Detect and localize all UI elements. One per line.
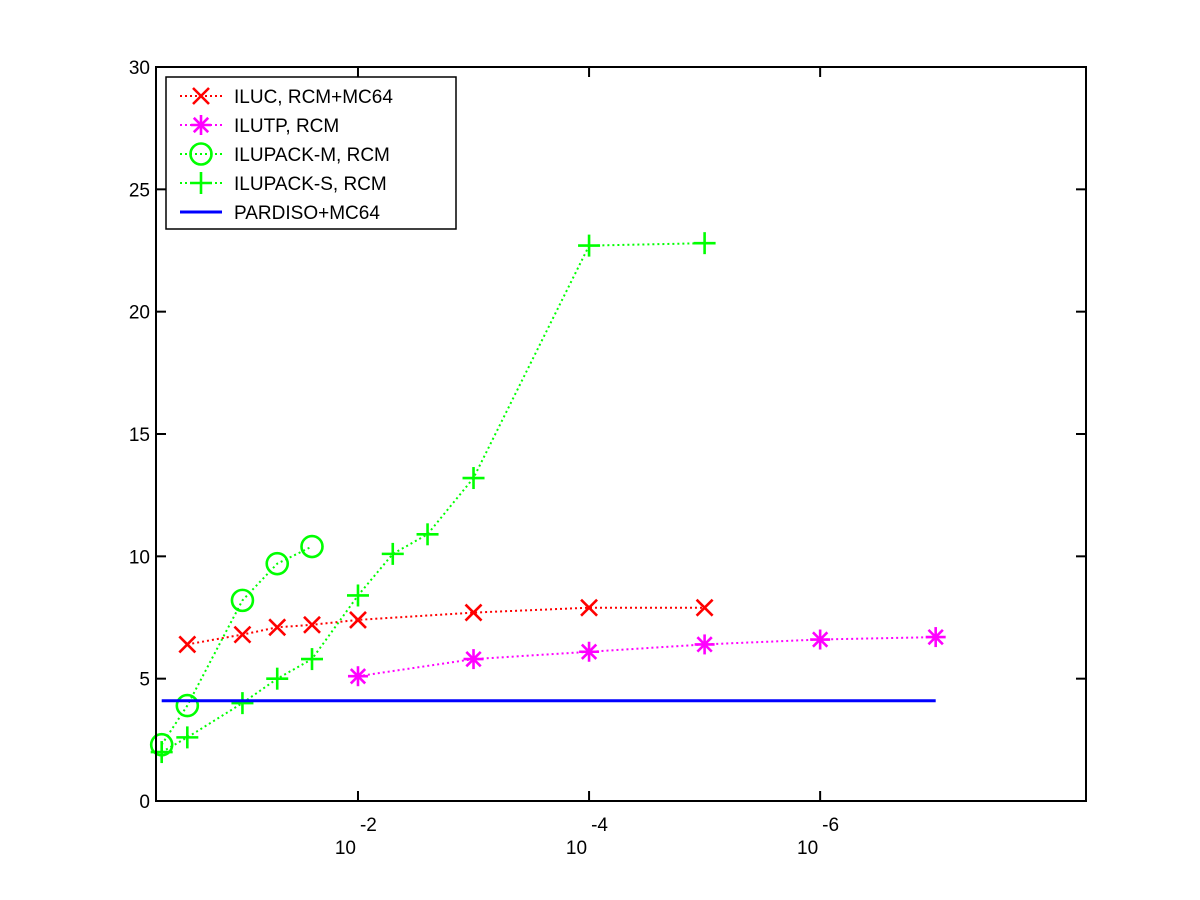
y-tick-label-5: 25 [129,180,150,201]
data-point-3-8 [462,467,485,490]
data-point-1-3 [694,634,715,655]
y-tick-label-0: 0 [139,792,150,813]
legend-item-1: ILUTP, RCM [180,115,339,137]
series-layer [149,232,946,764]
data-point-0-6 [580,598,598,617]
series-1 [347,627,946,687]
data-point-2-1 [175,693,200,718]
legend: ILUC, RCM+MC64 ILUTP, RCM ILUPACK-M, RCM IL… [165,76,457,230]
data-point-3-0 [150,741,173,764]
data-point-1-1 [463,649,484,670]
legend-marker-2 [189,142,213,166]
data-point-3-4 [301,648,324,671]
x-tick-exp-2: -6 [822,815,839,836]
legend-label-2: ILUPACK-M, RCM [234,145,390,166]
series-0 [178,598,714,654]
series-line-0 [187,606,705,646]
series-line-3 [161,242,705,753]
data-point-0-4 [349,611,367,629]
legend-item-3: ILUPACK-S, RCM [180,172,387,195]
y-tick-label-4: 20 [129,303,150,324]
data-point-0-2 [268,618,287,637]
x-tick-base-1: 10 [566,838,587,859]
data-point-3-9 [578,234,601,257]
legend-label-4: PARDISO+MC64 [234,203,380,224]
legend-item-4: PARDISO+MC64 [180,203,380,224]
data-point-0-0 [178,635,197,654]
data-point-2-2 [230,588,255,613]
data-point-0-5 [464,603,483,622]
legend-item-2: ILUPACK-M, RCM [180,142,390,166]
x-tick-base-0: 10 [335,838,356,859]
legend-label-3: ILUPACK-S, RCM [234,174,387,195]
legend-marker-0 [192,87,210,105]
y-tick-label-6: 30 [129,58,150,79]
data-point-3-6 [381,542,404,565]
series-line-1 [357,636,936,678]
series-2 [149,534,324,757]
series-line-2 [160,545,313,746]
y-tick-label-1: 5 [139,670,150,691]
data-point-0-1 [233,625,252,644]
data-point-3-2 [231,692,254,715]
y-tick-label-3: 15 [129,425,150,446]
y-tick-label-2: 10 [129,547,150,568]
x-tick-exp-0: -2 [360,815,377,836]
legend-item-0: ILUC, RCM+MC64 [180,87,393,108]
legend-marker-1 [191,115,211,135]
data-point-3-3 [266,667,289,690]
legend-marker-3 [190,172,212,194]
data-point-0-7 [695,598,714,617]
data-point-3-10 [693,232,716,255]
legend-box [165,76,457,230]
data-point-3-1 [176,726,199,749]
data-point-2-3 [265,551,290,576]
x-tick-base-2: 10 [797,838,818,859]
data-point-3-5 [346,584,369,607]
legend-label-1: ILUTP, RCM [234,116,339,137]
x-tick-exp-1: -4 [591,815,608,836]
legend-label-0: ILUC, RCM+MC64 [234,87,393,108]
data-point-1-5 [925,627,946,648]
data-point-3-7 [416,523,439,546]
series-3 [150,232,716,764]
data-point-2-4 [300,534,324,559]
data-point-1-0 [347,666,368,687]
data-point-0-3 [303,615,321,634]
data-point-1-2 [579,641,600,662]
data-point-1-4 [810,629,831,650]
